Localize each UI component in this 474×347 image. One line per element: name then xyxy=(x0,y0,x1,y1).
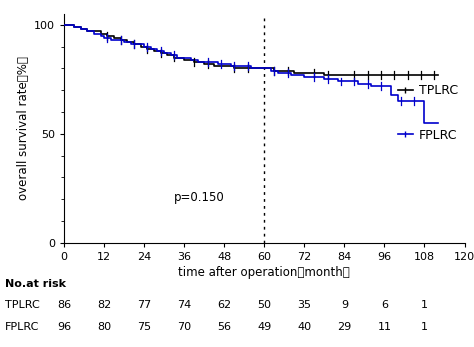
Text: 74: 74 xyxy=(177,300,191,310)
Text: 75: 75 xyxy=(137,322,151,332)
X-axis label: time after operation（month）: time after operation（month） xyxy=(178,266,350,279)
Text: 6: 6 xyxy=(381,300,388,310)
Text: 40: 40 xyxy=(297,322,311,332)
Text: No.at risk: No.at risk xyxy=(5,279,66,289)
Text: 29: 29 xyxy=(337,322,352,332)
Text: 80: 80 xyxy=(97,322,111,332)
Text: TPLRC: TPLRC xyxy=(5,300,39,310)
Text: 82: 82 xyxy=(97,300,111,310)
Text: 62: 62 xyxy=(217,300,231,310)
Text: 1: 1 xyxy=(421,322,428,332)
Text: 1: 1 xyxy=(421,300,428,310)
Text: 49: 49 xyxy=(257,322,272,332)
Text: 77: 77 xyxy=(137,300,151,310)
Legend: TPLRC, FPLRC: TPLRC, FPLRC xyxy=(398,84,458,142)
Text: p=0.150: p=0.150 xyxy=(173,191,224,204)
Text: 9: 9 xyxy=(341,300,348,310)
Text: 35: 35 xyxy=(297,300,311,310)
Text: 70: 70 xyxy=(177,322,191,332)
Text: 86: 86 xyxy=(57,300,71,310)
Text: 56: 56 xyxy=(217,322,231,332)
Y-axis label: overall survival rate（%）: overall survival rate（%） xyxy=(17,57,30,200)
Text: 50: 50 xyxy=(257,300,271,310)
Text: 11: 11 xyxy=(377,322,392,332)
Text: 96: 96 xyxy=(57,322,71,332)
Text: FPLRC: FPLRC xyxy=(5,322,39,332)
